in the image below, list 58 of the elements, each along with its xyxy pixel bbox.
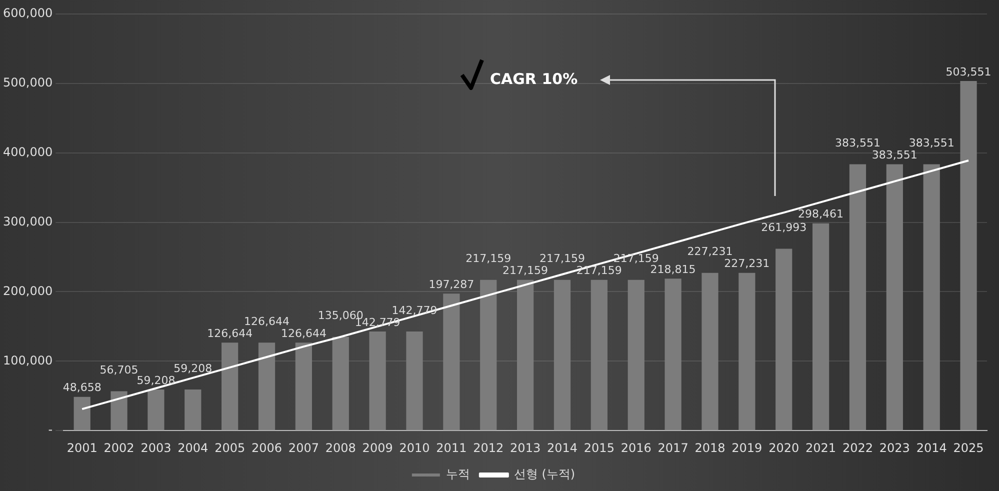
data-label: 227,231 bbox=[724, 257, 770, 270]
data-label: 503,551 bbox=[946, 65, 992, 78]
data-label: 261,993 bbox=[761, 221, 807, 234]
x-tick-label: 2005 bbox=[214, 440, 246, 455]
y-tick-label: 400,000 bbox=[3, 144, 53, 159]
data-label: 217,159 bbox=[613, 252, 659, 266]
x-tick-label: 2025 bbox=[953, 440, 984, 455]
data-label: 218,815 bbox=[650, 263, 696, 276]
x-tick-label: 2002 bbox=[104, 440, 134, 455]
data-label: 383,551 bbox=[908, 136, 954, 150]
x-tick-label: 2014 bbox=[546, 440, 578, 455]
x-tick-label: 2010 bbox=[399, 440, 430, 455]
x-tick-label: 2014 bbox=[916, 440, 947, 455]
x-tick-label: 2015 bbox=[584, 440, 614, 455]
y-tick-label: 200,000 bbox=[3, 284, 53, 298]
x-tick-label: 2017 bbox=[658, 440, 688, 455]
x-tick-label: 2023 bbox=[879, 440, 910, 455]
x-tick-label: 2006 bbox=[251, 440, 282, 455]
x-tick-label: 2022 bbox=[842, 440, 873, 455]
data-label: 126,644 bbox=[207, 327, 253, 340]
y-tick-label: 100,000 bbox=[3, 353, 53, 368]
x-tick-label: 2013 bbox=[510, 440, 541, 455]
x-tick-label: 2020 bbox=[768, 440, 800, 455]
data-label: 217,159 bbox=[576, 264, 622, 278]
x-tick-label: 2012 bbox=[473, 440, 504, 455]
data-label: 383,551 bbox=[872, 148, 918, 162]
data-label: 126,644 bbox=[280, 327, 326, 340]
data-label: 217,159 bbox=[539, 252, 585, 266]
x-tick-label: 2016 bbox=[620, 440, 652, 455]
data-label: 383,551 bbox=[834, 136, 880, 150]
y-tick-label: 600,000 bbox=[3, 6, 53, 20]
y-tick-label: 300,000 bbox=[3, 214, 53, 228]
x-tick-label: 2011 bbox=[436, 440, 467, 455]
legend-label: 선형 (누적) bbox=[514, 467, 576, 482]
y-tick-label: 500,000 bbox=[3, 76, 53, 90]
x-tick-label: 2018 bbox=[694, 440, 726, 455]
x-tick-label: 2004 bbox=[178, 440, 208, 455]
data-label: 48,658 bbox=[62, 381, 102, 394]
data-label: 126,644 bbox=[244, 315, 290, 328]
data-label: 227,231 bbox=[687, 245, 733, 258]
x-tick-label: 2021 bbox=[806, 440, 836, 455]
x-tick-label: 2007 bbox=[288, 440, 319, 455]
data-label: 217,159 bbox=[502, 264, 548, 278]
data-label: 142,779 bbox=[392, 304, 438, 317]
data-label: 56,705 bbox=[100, 364, 138, 377]
x-tick-label: 2009 bbox=[362, 440, 393, 455]
legend-label: 누적 bbox=[446, 467, 470, 482]
data-label: 217,159 bbox=[466, 252, 512, 266]
y-tick-label: - bbox=[48, 422, 53, 437]
annotation: CAGR 10% bbox=[490, 70, 578, 88]
x-tick-label: 2008 bbox=[325, 440, 356, 455]
data-label: 59,208 bbox=[174, 362, 212, 375]
data-label: 59,208 bbox=[136, 374, 176, 387]
data-label: 197,287 bbox=[428, 278, 474, 291]
x-tick-label: 2019 bbox=[732, 440, 762, 455]
x-tick-label: 2003 bbox=[140, 440, 172, 455]
x-tick-label: 2001 bbox=[66, 440, 98, 455]
data-label: 298,461 bbox=[798, 208, 844, 221]
